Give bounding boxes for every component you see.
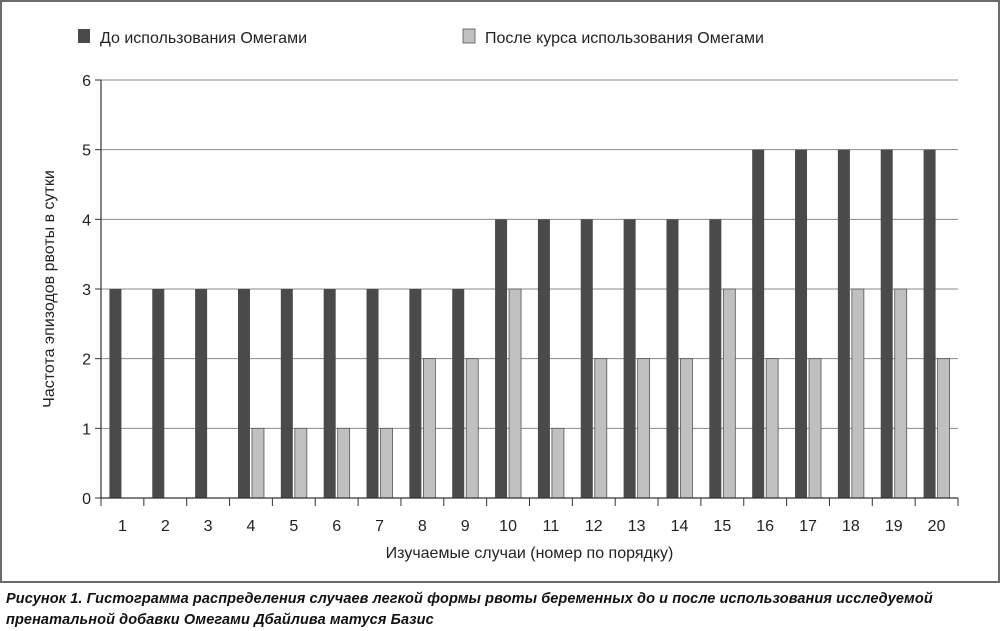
figure-caption: Рисунок 1. Гистограмма распределения слу…	[6, 591, 933, 628]
y-tick-label: 6	[82, 73, 91, 90]
x-tick-label: 16	[756, 518, 774, 535]
bar-before	[152, 289, 165, 498]
y-tick-label: 2	[82, 352, 91, 369]
bar-before	[752, 149, 765, 498]
bar-before	[795, 149, 808, 498]
bar-after	[551, 427, 565, 499]
x-tick-label: 8	[418, 518, 427, 535]
bar-after	[251, 427, 265, 499]
bar-before	[452, 289, 465, 498]
bar-after	[680, 358, 693, 499]
legend-swatch	[78, 29, 90, 43]
x-tick-label: 4	[247, 518, 256, 535]
legend-label: До использования Омегами	[100, 30, 307, 47]
x-tick-label: 3	[204, 518, 213, 535]
bar-after	[465, 358, 479, 499]
bar-after	[722, 288, 736, 499]
x-axis-label: Изучаемые случаи (номер по порядку)	[386, 545, 674, 562]
bar-before	[709, 219, 722, 499]
bar-after	[937, 358, 950, 499]
bar-after	[808, 358, 822, 499]
x-tick-label: 20	[928, 518, 946, 535]
bar-before	[666, 219, 679, 499]
bar-before	[923, 149, 936, 498]
bar-after	[337, 427, 351, 499]
x-tick-label: 5	[289, 518, 298, 535]
x-tick-label: 13	[628, 518, 646, 535]
bar-before	[495, 219, 508, 499]
x-tick-label: 11	[543, 518, 560, 535]
bar-before	[323, 289, 336, 498]
bar-after	[851, 288, 865, 499]
axes	[95, 79, 959, 506]
legend: До использования Омегами После курса испо…	[78, 28, 764, 47]
x-tick-label: 18	[842, 518, 860, 535]
x-tick-label: 1	[118, 518, 127, 535]
bar-before	[580, 219, 593, 499]
bar-after	[380, 427, 393, 499]
x-tick-labels: 1 2 3 4 5 6 7 8 9 10 11 12 13 14 15 16 17 18 19 20	[118, 518, 946, 535]
bar-before	[366, 289, 379, 498]
y-tick-labels: 0 1 2 3 4 5 6	[82, 73, 91, 508]
x-tick-label: 6	[332, 518, 341, 535]
y-axis-label: Частота эпизодов рвоты в сутки	[41, 170, 58, 408]
bar-after	[594, 358, 608, 499]
x-tick-label: 17	[799, 518, 817, 535]
x-tick-label: 9	[461, 518, 470, 535]
y-tick-label: 0	[82, 491, 91, 508]
x-tick-label: 14	[671, 518, 689, 535]
y-tick-label: 3	[82, 282, 91, 299]
bar-before	[537, 219, 550, 499]
y-tick-label: 4	[82, 212, 91, 229]
bar-before	[409, 289, 422, 498]
legend-swatch	[462, 28, 476, 44]
bar-after	[637, 358, 651, 499]
bar-before	[280, 289, 293, 498]
x-tick-label: 7	[375, 518, 384, 535]
bar-before	[837, 149, 850, 498]
x-tick-label: 2	[161, 518, 170, 535]
bar-after	[765, 358, 779, 499]
bar-after	[894, 288, 908, 499]
gridlines	[101, 79, 958, 429]
y-tick-label: 5	[82, 143, 91, 160]
x-tick-label: 19	[885, 518, 903, 535]
bar-before	[237, 289, 250, 498]
bar-before	[195, 289, 208, 498]
x-tick-label: 12	[585, 518, 603, 535]
y-tick-label: 1	[82, 421, 91, 438]
bar-before	[880, 149, 893, 498]
bar-after	[422, 358, 436, 499]
bar-after	[508, 288, 522, 499]
bar-after	[294, 427, 308, 499]
x-tick-label: 10	[499, 518, 517, 535]
bar-before	[623, 219, 636, 499]
bar-before	[109, 289, 122, 498]
bars	[109, 149, 950, 499]
x-tick-label: 15	[713, 518, 731, 535]
legend-label: После курса использования Омегами	[485, 30, 764, 47]
